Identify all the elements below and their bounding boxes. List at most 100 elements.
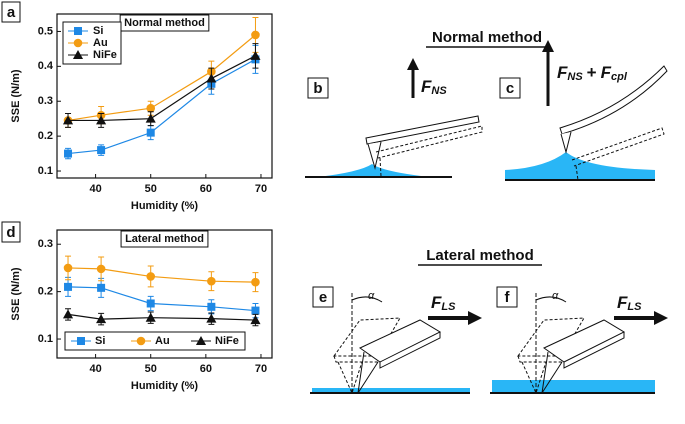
marker — [206, 313, 217, 323]
chart-title: Lateral method — [125, 233, 204, 245]
marker — [62, 309, 74, 319]
angle-label: α — [368, 290, 375, 302]
legend-label: Au — [155, 335, 170, 347]
marker — [146, 103, 156, 113]
cantilever — [365, 115, 480, 145]
title-box — [120, 230, 209, 248]
marker — [72, 49, 84, 59]
panel-box — [1, 1, 21, 23]
force-label: FNS + Fcpl — [557, 63, 628, 82]
x-tick-label: 60 — [200, 363, 212, 375]
plot-frame — [56, 13, 273, 179]
x-tick-label: 40 — [89, 183, 101, 195]
force-label: FLS — [431, 293, 456, 312]
plot-frame — [56, 229, 273, 359]
series-line — [68, 55, 256, 122]
x-tick-label: 60 — [200, 183, 212, 195]
marker — [146, 299, 155, 308]
arrowhead — [542, 40, 554, 52]
y-tick-label: 0.2 — [38, 130, 53, 142]
marker — [251, 306, 260, 315]
y-axis-label: SSE (N/m) — [10, 267, 22, 321]
cantilever — [359, 319, 442, 369]
marker — [64, 282, 73, 291]
panel-label: a — [7, 4, 16, 21]
tip — [560, 131, 572, 154]
marker — [64, 149, 73, 158]
marker — [250, 50, 261, 60]
cantilever-deflected — [375, 125, 483, 177]
series-line — [68, 286, 256, 312]
marker — [96, 264, 106, 274]
series-line — [68, 267, 256, 283]
series-line — [67, 58, 256, 155]
legend-label: Si — [93, 25, 103, 37]
y-tick-label: 0.1 — [38, 333, 53, 345]
legend-label: NiFe — [215, 335, 239, 347]
marker — [136, 336, 146, 346]
marker — [250, 315, 261, 325]
tip — [357, 351, 379, 394]
x-tick-label: 70 — [255, 363, 267, 375]
x-tick-label: 70 — [255, 183, 267, 195]
x-tick-label: 50 — [145, 183, 157, 195]
tip-start — [521, 361, 547, 395]
panel-box — [1, 221, 21, 243]
angle-label: α — [552, 290, 559, 302]
water-layer — [312, 388, 470, 393]
tip — [541, 351, 563, 394]
marker — [74, 27, 82, 35]
marker — [77, 337, 85, 345]
lateral-method-title: Lateral method — [426, 247, 534, 264]
angle-arc — [535, 296, 567, 303]
panel-label: f — [505, 289, 511, 306]
x-tick-label: 50 — [145, 363, 157, 375]
marker — [145, 113, 156, 123]
cantilever — [543, 319, 626, 369]
meniscus — [318, 164, 430, 177]
panel-label: b — [313, 80, 322, 97]
y-axis-label: SSE (N/m) — [10, 69, 22, 123]
y-tick-label: 0.5 — [38, 25, 53, 37]
legend-label: NiFe — [93, 49, 117, 61]
x-axis-label: Humidity (%) — [131, 200, 199, 212]
marker — [251, 277, 260, 287]
tip — [367, 141, 382, 170]
panel-box — [307, 77, 329, 99]
y-tick-label: 0.3 — [38, 95, 53, 107]
marker — [206, 73, 217, 83]
marker — [146, 128, 155, 137]
normal-method-title: Normal method — [432, 29, 542, 46]
marker — [96, 314, 107, 324]
legend-box — [64, 331, 246, 351]
arrowhead — [407, 58, 419, 70]
meniscus — [505, 152, 655, 180]
legend-label: Au — [93, 37, 108, 49]
force-label: FNS — [421, 77, 447, 96]
marker — [145, 312, 156, 322]
legend-label: Si — [95, 335, 105, 347]
y-tick-label: 0.4 — [38, 60, 54, 72]
tip-start — [337, 361, 363, 395]
marker — [207, 302, 216, 311]
marker — [63, 263, 73, 273]
chart-title: Normal method — [124, 17, 205, 29]
panel-label: e — [319, 289, 327, 306]
panel-box — [312, 286, 334, 308]
x-tick-label: 40 — [89, 363, 101, 375]
force-label: FLS — [617, 293, 642, 312]
marker — [207, 276, 216, 286]
marker — [195, 335, 207, 345]
marker — [96, 115, 107, 125]
marker — [251, 30, 260, 40]
y-tick-label: 0.2 — [38, 286, 53, 298]
cantilever — [559, 65, 668, 135]
marker — [62, 115, 74, 125]
angle-arc — [351, 296, 383, 303]
marker — [97, 146, 106, 155]
marker — [97, 283, 106, 292]
panel-label: c — [506, 80, 514, 97]
panel-box — [496, 286, 518, 308]
panel-box — [499, 77, 521, 99]
cantilever-deflected — [571, 127, 665, 181]
